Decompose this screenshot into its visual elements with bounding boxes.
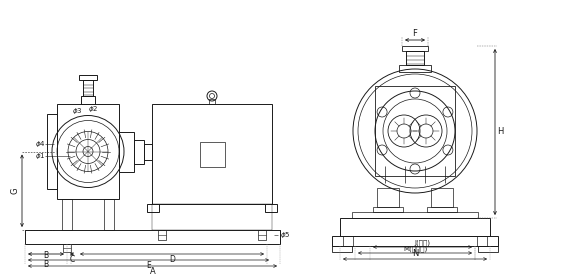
Text: E: E	[146, 261, 151, 270]
Text: $\phi$4: $\phi$4	[35, 139, 46, 149]
Bar	[147, 204, 159, 212]
Text: $\phi$5: $\phi$5	[280, 230, 291, 240]
Text: $\phi$3: $\phi$3	[72, 106, 82, 116]
Bar	[200, 141, 224, 167]
Bar	[352, 212, 478, 218]
Bar	[62, 199, 72, 230]
Bar	[104, 199, 114, 230]
Text: G: G	[11, 187, 20, 194]
Text: H: H	[497, 128, 503, 136]
Bar	[158, 230, 166, 240]
Bar	[427, 207, 457, 212]
Bar	[134, 140, 144, 163]
Bar	[25, 230, 280, 244]
Text: N: N	[412, 249, 418, 258]
Bar	[152, 104, 272, 204]
Bar	[81, 96, 95, 104]
Text: $\phi$1: $\phi$1	[35, 151, 45, 161]
Bar	[478, 246, 498, 252]
Bar	[399, 65, 431, 72]
Bar	[119, 131, 134, 172]
Bar	[375, 86, 455, 176]
Bar	[343, 236, 353, 246]
Bar	[63, 244, 71, 252]
Text: B: B	[43, 251, 49, 260]
Bar	[332, 246, 352, 252]
Bar	[83, 80, 93, 96]
Bar	[340, 218, 490, 236]
Bar	[57, 104, 119, 199]
Bar	[406, 51, 424, 65]
Bar	[47, 114, 57, 189]
Text: B: B	[43, 260, 49, 269]
Bar	[209, 99, 215, 104]
Bar	[79, 75, 97, 80]
Text: F: F	[412, 29, 418, 38]
Bar	[431, 188, 453, 207]
Bar	[152, 204, 272, 230]
Bar	[265, 204, 277, 212]
Text: M(电机端): M(电机端)	[403, 246, 427, 252]
Bar	[258, 230, 266, 240]
Bar	[332, 236, 498, 246]
Bar	[402, 46, 428, 51]
Bar	[144, 143, 152, 160]
Bar	[373, 207, 403, 212]
Text: D: D	[169, 255, 175, 264]
Text: A: A	[150, 267, 156, 276]
Bar	[377, 188, 399, 207]
Text: J(泵端): J(泵端)	[415, 239, 431, 246]
Text: $\phi$2: $\phi$2	[88, 104, 98, 114]
Bar	[477, 236, 487, 246]
Text: C: C	[69, 255, 74, 264]
